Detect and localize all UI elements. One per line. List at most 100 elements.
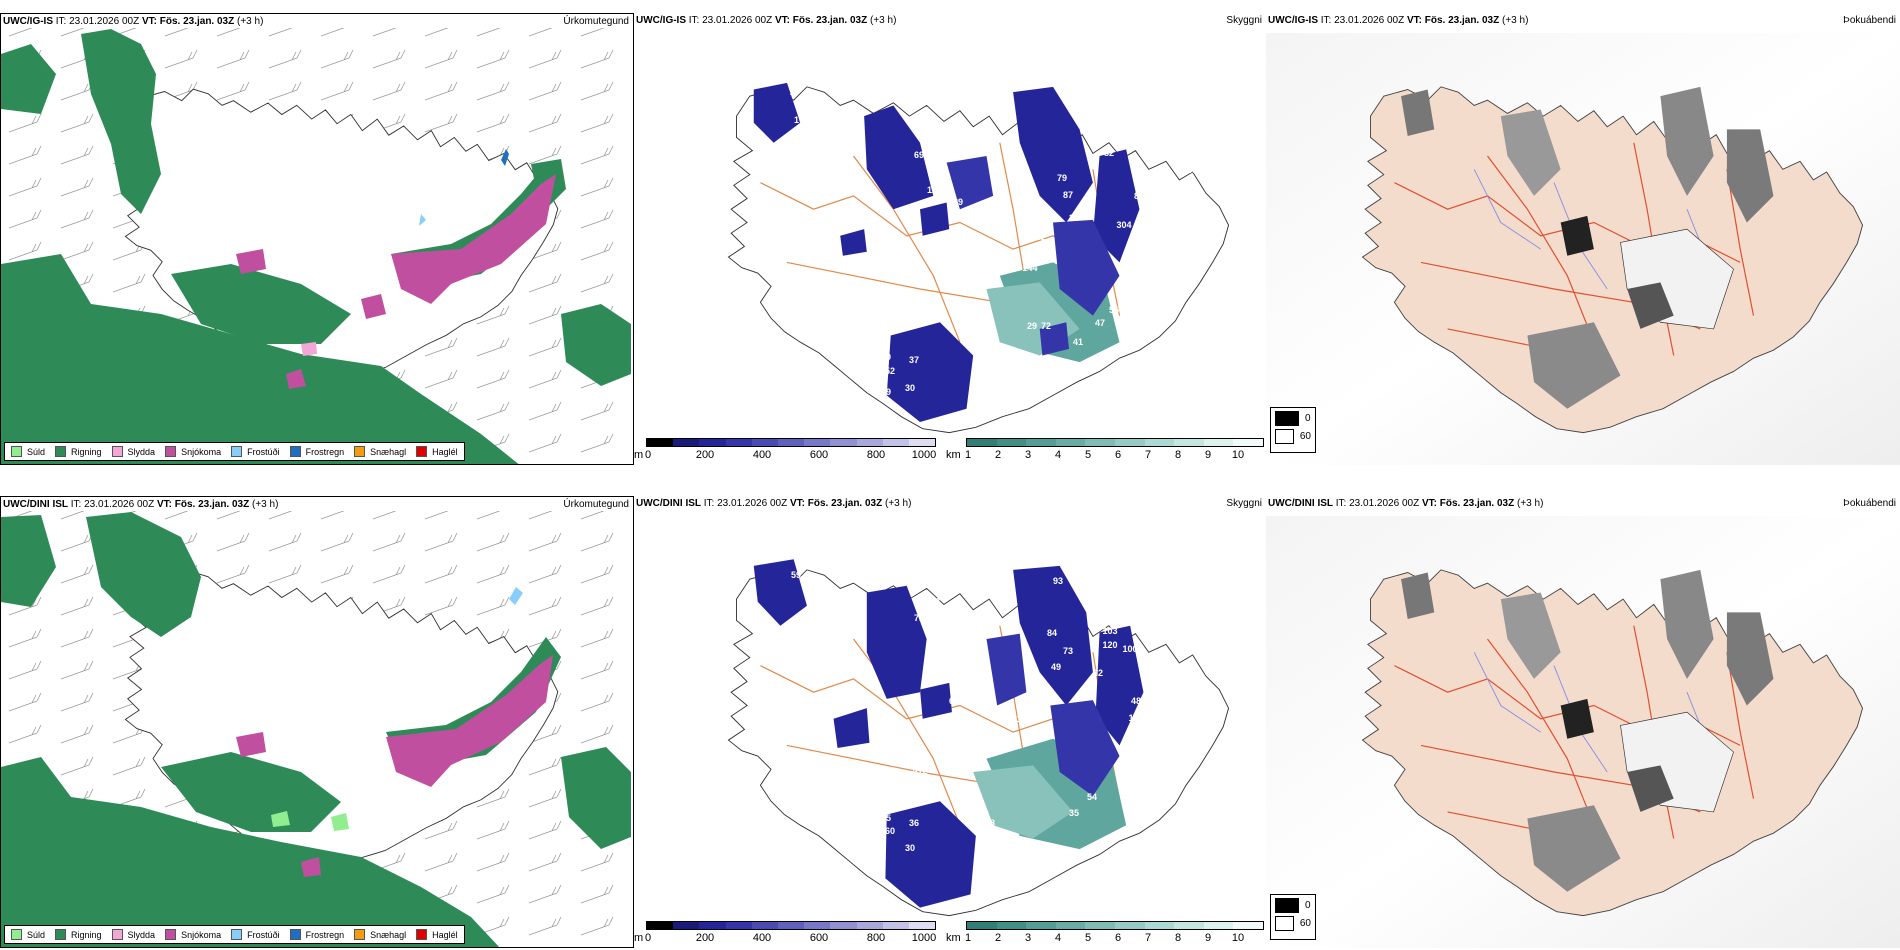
fog-legend-swatch [1275, 898, 1299, 913]
cloud-label: 592 [912, 297, 927, 307]
panel-header: UWC/DINI ISL IT: 23.01.2026 00Z VT: Fös.… [1268, 498, 1544, 509]
cloud-label: 66 [1179, 225, 1189, 235]
fog-panel-bottom: UWC/DINI ISL IT: 23.01.2026 00Z VT: Fös.… [1266, 496, 1900, 948]
cloud-label: 93 [1053, 576, 1063, 586]
cloud-label: 37 [909, 355, 919, 365]
precip-type-map [1, 28, 633, 464]
visibility-colorbar-strip [966, 438, 1264, 447]
cloud-label: 11 [863, 255, 873, 265]
fog-legend-row: 0 [1271, 408, 1315, 426]
cloud-label: 30 [905, 843, 915, 853]
cloud-label: 43 [1161, 273, 1171, 283]
cloud-label: 52 [885, 366, 895, 376]
cloud-label: 104 [1128, 713, 1143, 723]
cloud-label: 32 [1093, 668, 1103, 678]
legend-item: Frostúði [231, 929, 280, 940]
visibility-colorbar: km 1 2 3 4 5 6 7 8 9 10 [946, 921, 1264, 945]
cloud-label: 46 [1187, 165, 1197, 175]
cloud-label: 13 [1177, 191, 1187, 201]
cloud-height-colorbar: m 0 200 400 600 800 1000 [634, 921, 936, 945]
cloud-label: 75 [881, 813, 891, 823]
legend-swatch [165, 929, 177, 940]
cloud-label: 60 [881, 352, 891, 362]
cloud-label: 82 [779, 545, 789, 555]
visibility-colorbar: km 1 2 3 4 5 6 7 8 9 10 [946, 438, 1264, 462]
cloud-label: 69 [914, 150, 924, 160]
cloud-label: 43 [1143, 143, 1153, 153]
fog-legend-swatch [1275, 411, 1299, 426]
legend-swatch [111, 929, 123, 940]
cloud-label: 49 [1051, 662, 1061, 672]
legend-item: Súld [11, 929, 45, 940]
cloud-label: 29 [1027, 321, 1037, 331]
cloud-label: 72 [1041, 321, 1051, 331]
cloud-label: 69 [1097, 594, 1107, 604]
panel-title: Úrkomutegund [563, 499, 629, 510]
legend-item: Snæhagl [354, 929, 406, 940]
legend-item: Haglél [416, 446, 458, 457]
cloud-label: 67 [949, 696, 959, 706]
legend-swatch [11, 929, 22, 940]
cloud-label: 48 [1021, 210, 1031, 220]
panel-title: Þokuábendi [1843, 498, 1896, 509]
cloud-label: 40 [1143, 614, 1153, 624]
cloud-label: 44 [1141, 728, 1151, 738]
legend-swatch [289, 446, 301, 457]
cloud-label: 89 [953, 197, 963, 207]
legend-swatch [165, 446, 177, 457]
cloud-base-panel-bottom: UWC/DINI ISL IT: 23.01.2026 00Z VT: Fös.… [634, 496, 1266, 948]
visibility-colorbar-strip [966, 921, 1264, 930]
legend-swatch [55, 446, 67, 457]
legend-swatch [416, 446, 428, 457]
cloud-label: 41 [1159, 255, 1169, 265]
legend-swatch [231, 446, 243, 457]
cloud-label: 65 [1141, 227, 1151, 237]
legend-item: Snjókoma [165, 929, 221, 940]
cloud-label: 15 [1149, 684, 1159, 694]
cloud-label: 59 [881, 387, 891, 397]
panel-header: UWC/DINI ISL IT: 23.01.2026 00Z VT: Fös.… [3, 499, 279, 510]
cloud-label: 127 [798, 813, 813, 823]
height-colorbar-strip [646, 921, 936, 930]
cloud-label: 58 [1091, 122, 1101, 132]
panel-header: UWC/IG-IS IT: 23.01.2026 00Z VT: Fös. 23… [3, 16, 264, 27]
legend-swatch [55, 929, 67, 940]
cloud-label: 71 [914, 613, 924, 623]
cloud-label: 59 [791, 570, 801, 580]
cloud-base-labels: 91 70 10 66 69 75 89 12 128 58 48 82 43 … [779, 65, 1197, 397]
fog-panel-top: UWC/IG-IS IT: 23.01.2026 00Z VT: Fös. 23… [1266, 13, 1900, 465]
cloud-label: 82 [1134, 191, 1144, 201]
legend-swatch [11, 446, 22, 457]
legend-item: Slydda [111, 929, 155, 940]
cloud-base-panel-top: UWC/IG-IS IT: 23.01.2026 00Z VT: Fös. 23… [634, 13, 1266, 465]
fog-legend-swatch [1275, 429, 1294, 444]
precip-type-panel-bottom: UWC/DINI ISL IT: 23.01.2026 00Z VT: Fös.… [0, 496, 634, 948]
cloud-base-map: 91 70 10 66 69 75 89 12 128 58 48 82 43 … [727, 65, 1230, 434]
legend-item: Frostregn [289, 929, 344, 940]
cloud-label: 35 [1069, 808, 1079, 818]
cloud-label: 412 [912, 766, 927, 776]
cloud-label: 53 [1121, 293, 1131, 303]
cloud-label: 36 [909, 818, 919, 828]
panel-title: Skyggni [1226, 498, 1262, 509]
legend-swatch [289, 929, 301, 940]
cloud-label: 91 [779, 65, 789, 75]
cloud-label: 103 [804, 586, 819, 596]
panel-header: UWC/IG-IS IT: 23.01.2026 00Z VT: Fös. 23… [1268, 15, 1529, 26]
legend-item: Haglél [416, 929, 458, 940]
cloud-label: 10 [794, 115, 804, 125]
cloud-label: 63 [1033, 686, 1043, 696]
cloud-label: 70 [789, 87, 799, 97]
cloud-label: 48 [1131, 696, 1141, 706]
fog-legend: 0 60 [1270, 407, 1316, 453]
panel-title: Þokuábendi [1843, 15, 1896, 26]
cloud-label: 41 [1073, 337, 1083, 347]
legend-item: Rigning [55, 446, 102, 457]
cloud-label: 87 [1063, 190, 1073, 200]
legend-item: Snjókoma [165, 446, 221, 457]
cloud-label: 73 [1063, 646, 1073, 656]
cloud-base-map: 82 59 103 93 81 71 64 109 69 48 94 40 10… [727, 545, 1230, 917]
cloud-label: 66 [931, 135, 941, 145]
cloud-label: 75 [941, 183, 951, 193]
fog-legend-swatch [1275, 916, 1294, 931]
